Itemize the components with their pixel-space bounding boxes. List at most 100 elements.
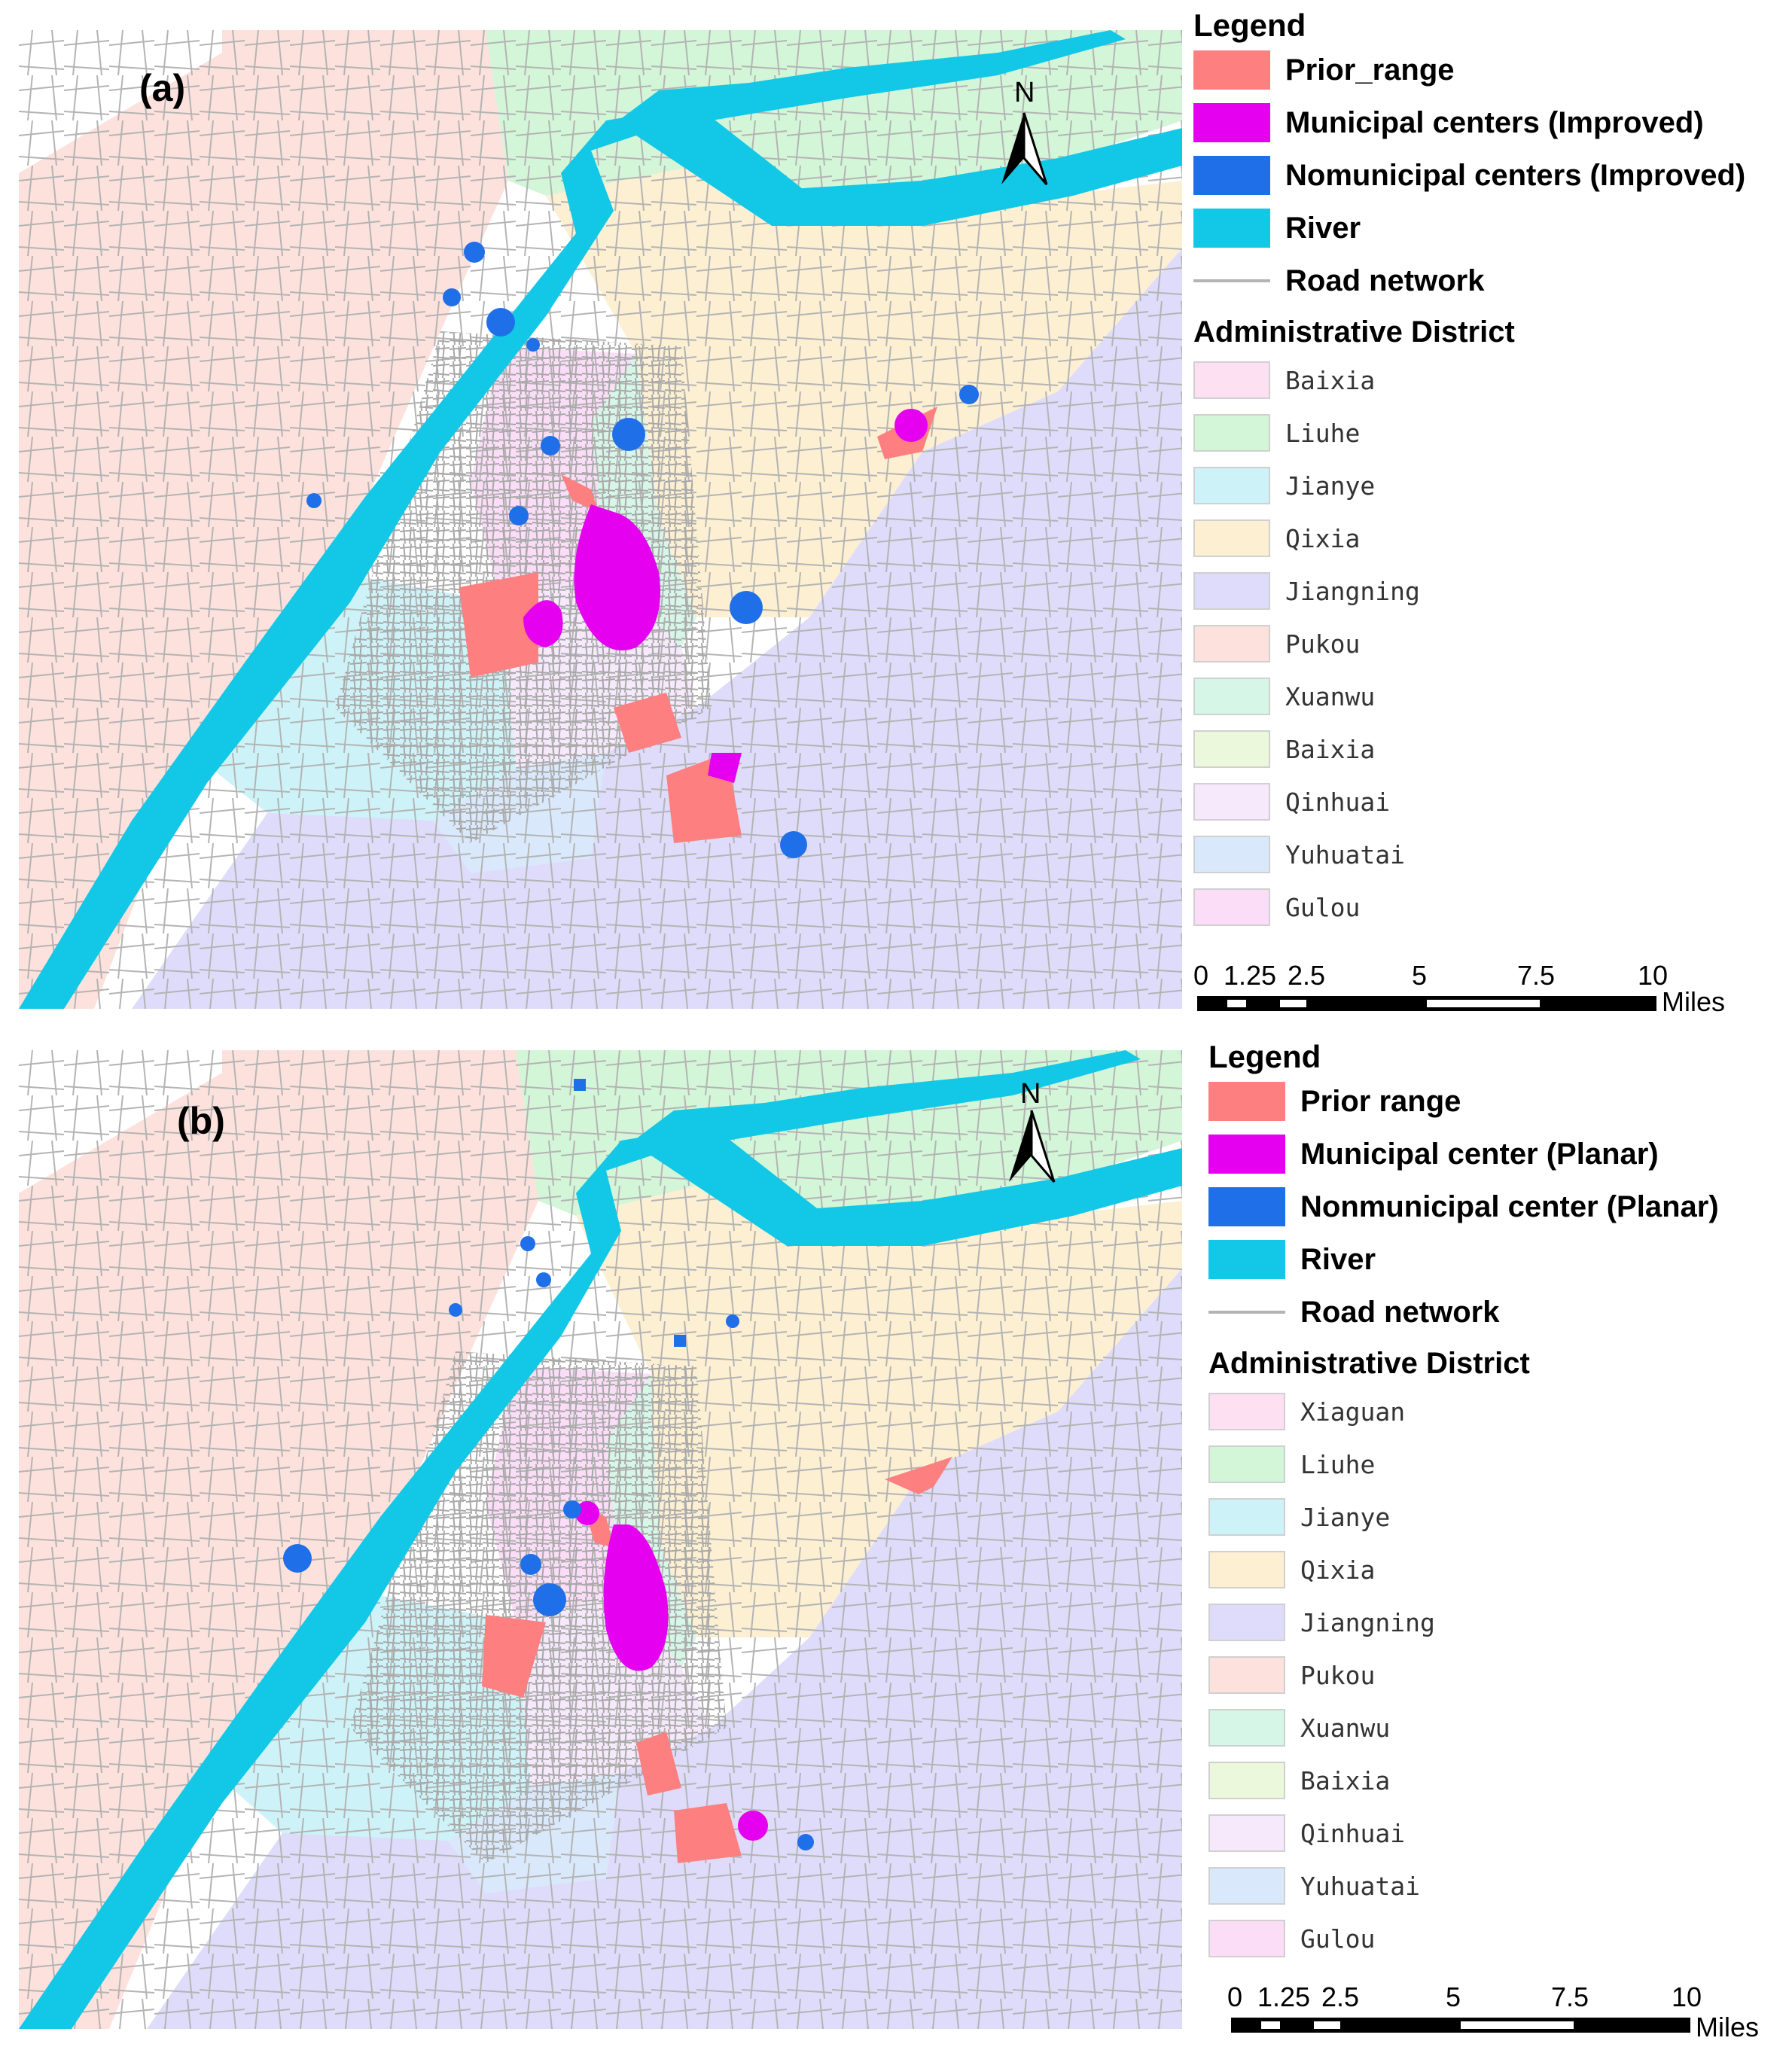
district-swatch xyxy=(1208,1498,1285,1536)
legend-label: River xyxy=(1300,1242,1376,1276)
district-label: Liuhe xyxy=(1285,418,1361,448)
nonmunicipal-center xyxy=(449,1303,462,1317)
scale-tick: 1.25 xyxy=(1224,960,1276,991)
district-label: Gulou xyxy=(1300,1924,1376,1954)
legend-item-municipal: Municipal centers (Improved) xyxy=(1193,96,1788,149)
map-panel-b: N xyxy=(19,1050,1182,2029)
legend-a: Legend Prior_range Municipal centers (Im… xyxy=(1193,8,1788,934)
prior-swatch xyxy=(1208,1082,1285,1121)
district-swatch xyxy=(1193,678,1270,715)
district-label: Qixia xyxy=(1300,1555,1376,1585)
district-swatch xyxy=(1208,1709,1285,1747)
river-yangtze xyxy=(19,1125,1182,2029)
nonmunicipal-center xyxy=(486,308,515,337)
district-item: Xuanwu xyxy=(1208,1701,1792,1754)
district-swatch xyxy=(1193,888,1270,926)
district-item: Jianye xyxy=(1193,459,1788,512)
district-label: Jiangning xyxy=(1300,1607,1435,1637)
district-label: Jiangning xyxy=(1285,576,1420,606)
legend-item-prior: Prior range xyxy=(1208,1075,1792,1128)
nonmunicipal-center xyxy=(533,1583,566,1616)
road-swatch xyxy=(1208,1311,1285,1314)
river-north-loop xyxy=(599,30,1126,136)
district-label: Baixia xyxy=(1285,734,1376,764)
nonmunicipal-centers xyxy=(283,1079,814,1850)
district-item: Pukou xyxy=(1208,1649,1792,1701)
district-item: Qixia xyxy=(1208,1543,1792,1596)
scale-bar-b: 0 1.25 2.5 5 7.5 10 Miles xyxy=(1227,1981,1759,2042)
legend-item-municipal: Municipal center (Planar) xyxy=(1208,1128,1792,1180)
prior-range-3 xyxy=(674,1803,742,1863)
nonmunicipal-swatch xyxy=(1193,156,1270,195)
district-item: Qixia xyxy=(1193,512,1788,565)
north-arrow-b: N xyxy=(1009,1078,1056,1183)
nonmunicipal-center xyxy=(959,385,979,404)
legend-label: Municipal center (Planar) xyxy=(1300,1137,1659,1171)
nonmunicipal-center xyxy=(780,831,807,858)
scale-tick: 2.5 xyxy=(1321,1981,1359,2012)
district-label: Liuhe xyxy=(1300,1449,1376,1479)
nonmunicipal-center xyxy=(443,288,461,306)
district-swatch xyxy=(1208,1393,1285,1430)
district-swatch xyxy=(1208,1445,1285,1483)
nonmunicipal-center xyxy=(464,242,485,263)
district-swatch xyxy=(1193,783,1270,821)
district-item: Xiaguan xyxy=(1208,1385,1792,1438)
district-label: Qinhuai xyxy=(1300,1818,1406,1848)
prior-range-4 xyxy=(885,1457,952,1494)
nonmunicipal-center xyxy=(509,506,529,525)
legend-label: River xyxy=(1285,211,1361,245)
river-yangtze xyxy=(19,105,1182,1009)
district-swatch xyxy=(1208,1656,1285,1694)
legend-b: Legend Prior range Municipal center (Pla… xyxy=(1208,1039,1792,1965)
district-swatch xyxy=(1193,519,1270,557)
municipal-center-south xyxy=(738,1811,768,1841)
scale-tick: 10 xyxy=(1672,1981,1702,2012)
river-swatch xyxy=(1208,1240,1285,1279)
scale-tick: 7.5 xyxy=(1517,960,1555,991)
admin-district-title: Administrative District xyxy=(1193,315,1515,349)
scale-tick: 5 xyxy=(1412,960,1427,991)
municipal-center-ne xyxy=(894,409,928,442)
road-swatch xyxy=(1193,279,1270,282)
nonmunicipal-center xyxy=(563,1500,581,1518)
district-item: Pukou xyxy=(1193,617,1788,670)
district-item: Yuhuatai xyxy=(1193,828,1788,881)
legend-item-road: Road network xyxy=(1193,254,1788,307)
nonmunicipal-center xyxy=(536,1272,551,1287)
district-label: Baixia xyxy=(1300,1765,1391,1796)
district-label: Yuhuatai xyxy=(1300,1871,1420,1901)
legend-label: Road network xyxy=(1285,263,1485,297)
district-swatch xyxy=(1208,1920,1285,1957)
north-label: N xyxy=(1014,77,1035,108)
nonmunicipal-center xyxy=(726,1314,739,1328)
scale-tick: 1.25 xyxy=(1257,1981,1310,2012)
district-item: Liuhe xyxy=(1193,407,1788,459)
panel-b: N (b) Legend Prior range Municipal cente… xyxy=(0,1031,1792,2056)
municipal-swatch xyxy=(1193,103,1270,142)
district-item: Baixia xyxy=(1208,1754,1792,1807)
prior-range-1 xyxy=(459,572,538,678)
legend-item-nonmunicipal: Nonmunicipal center (Planar) xyxy=(1208,1180,1792,1233)
legend-label: Nonmunicipal center (Planar) xyxy=(1300,1189,1719,1223)
scale-tick: 0 xyxy=(1227,1981,1242,2012)
nonmunicipal-center xyxy=(730,591,763,624)
district-swatch xyxy=(1193,361,1270,399)
district-label: Qinhuai xyxy=(1285,787,1391,817)
legend-item-river: River xyxy=(1193,202,1788,254)
district-item: Liuhe xyxy=(1208,1438,1792,1491)
district-item: Qinhuai xyxy=(1208,1807,1792,1860)
nonmunicipal-swatch xyxy=(1208,1187,1285,1226)
municipal-center-north xyxy=(575,1501,599,1525)
district-swatch xyxy=(1208,1867,1285,1905)
scale-tick: 10 xyxy=(1638,960,1668,991)
district-item: Jiangning xyxy=(1193,565,1788,617)
panel-label: (b) xyxy=(177,1100,225,1142)
legend-label: Prior range xyxy=(1300,1084,1461,1118)
scale-tick: 2.5 xyxy=(1288,960,1325,991)
legend-label: Nomunicipal centers (Improved) xyxy=(1285,158,1746,192)
district-item: Xuanwu xyxy=(1193,670,1788,723)
district-item: Baixia xyxy=(1193,723,1788,775)
municipal-center-west xyxy=(523,600,563,647)
scale-tick: 0 xyxy=(1193,960,1208,991)
